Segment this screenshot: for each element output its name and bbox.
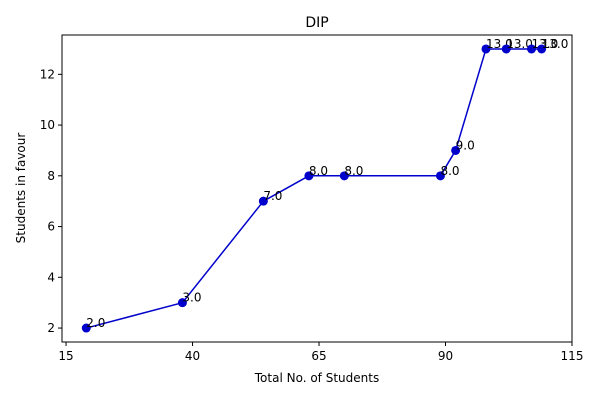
data-label: 13.0 <box>542 37 569 51</box>
y-axis-label: Students in favour <box>14 133 28 244</box>
y-tick-label: 6 <box>47 220 55 234</box>
y-tick-label: 10 <box>40 118 55 132</box>
data-point <box>339 171 349 181</box>
data-point <box>527 44 537 54</box>
data-point <box>481 44 491 54</box>
data-label: 3.0 <box>182 291 201 305</box>
data-point <box>304 171 314 181</box>
data-point <box>501 44 511 54</box>
x-axis-label: Total No. of Students <box>254 371 379 385</box>
data-label: 13.0 <box>506 37 533 51</box>
data-point <box>258 196 268 206</box>
data-label: 7.0 <box>263 189 282 203</box>
y-tick-label: 2 <box>47 321 55 335</box>
plot-frame <box>61 34 573 343</box>
data-label: 9.0 <box>456 138 475 152</box>
data-label: 8.0 <box>440 164 459 178</box>
data-point <box>177 298 187 308</box>
y-tick-label: 12 <box>40 67 55 81</box>
y-tick-label: 4 <box>47 270 55 284</box>
x-tick-label: 40 <box>185 349 200 363</box>
data-point <box>81 323 91 333</box>
x-tick-label: 115 <box>561 349 584 363</box>
y-tick-label: 8 <box>47 169 55 183</box>
chart-title: DIP <box>305 15 328 31</box>
data-label: 8.0 <box>344 164 363 178</box>
data-point <box>451 145 461 155</box>
plot-area: 15 40 65 90 115 2 4 6 8 10 12 2.0 3.0 7.0 8.0 8.0 8.0 9.0… <box>40 37 584 363</box>
x-tick-label: 15 <box>58 349 73 363</box>
data-point <box>435 171 445 181</box>
data-label: 8.0 <box>309 164 328 178</box>
data-label: 2.0 <box>86 316 105 330</box>
data-point <box>537 44 547 54</box>
x-tick-label: 90 <box>438 349 453 363</box>
x-tick-label: 65 <box>311 349 326 363</box>
